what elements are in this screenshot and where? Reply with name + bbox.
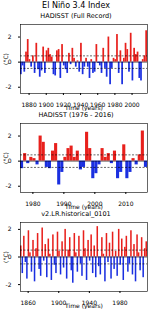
svg-text:2000: 2000 [124,101,139,108]
svg-text:Time (years): Time (years) [64,203,103,211]
svg-text:(°C): (°C) [2,251,9,263]
svg-text:Time (years): Time (years) [64,302,103,310]
svg-text:2: 2 [8,225,12,232]
svg-text:1980: 1980 [107,101,122,108]
svg-text:1880: 1880 [21,101,36,108]
svg-text:-2: -2 [6,83,12,90]
svg-text:-2: -2 [6,281,12,288]
svg-text:1980: 1980 [25,200,40,207]
svg-text:2: 2 [8,33,12,40]
svg-text:(°C): (°C) [2,53,9,65]
svg-text:1980: 1980 [112,299,127,306]
svg-text:2: 2 [8,132,12,139]
svg-text:(°C): (°C) [2,152,9,164]
svg-text:2010: 2010 [118,200,133,207]
svg-text:1900: 1900 [39,101,54,108]
svg-text:-2: -2 [6,182,12,189]
svg-text:1860: 1860 [21,299,36,306]
svg-text:Time (years): Time (years) [64,104,103,112]
